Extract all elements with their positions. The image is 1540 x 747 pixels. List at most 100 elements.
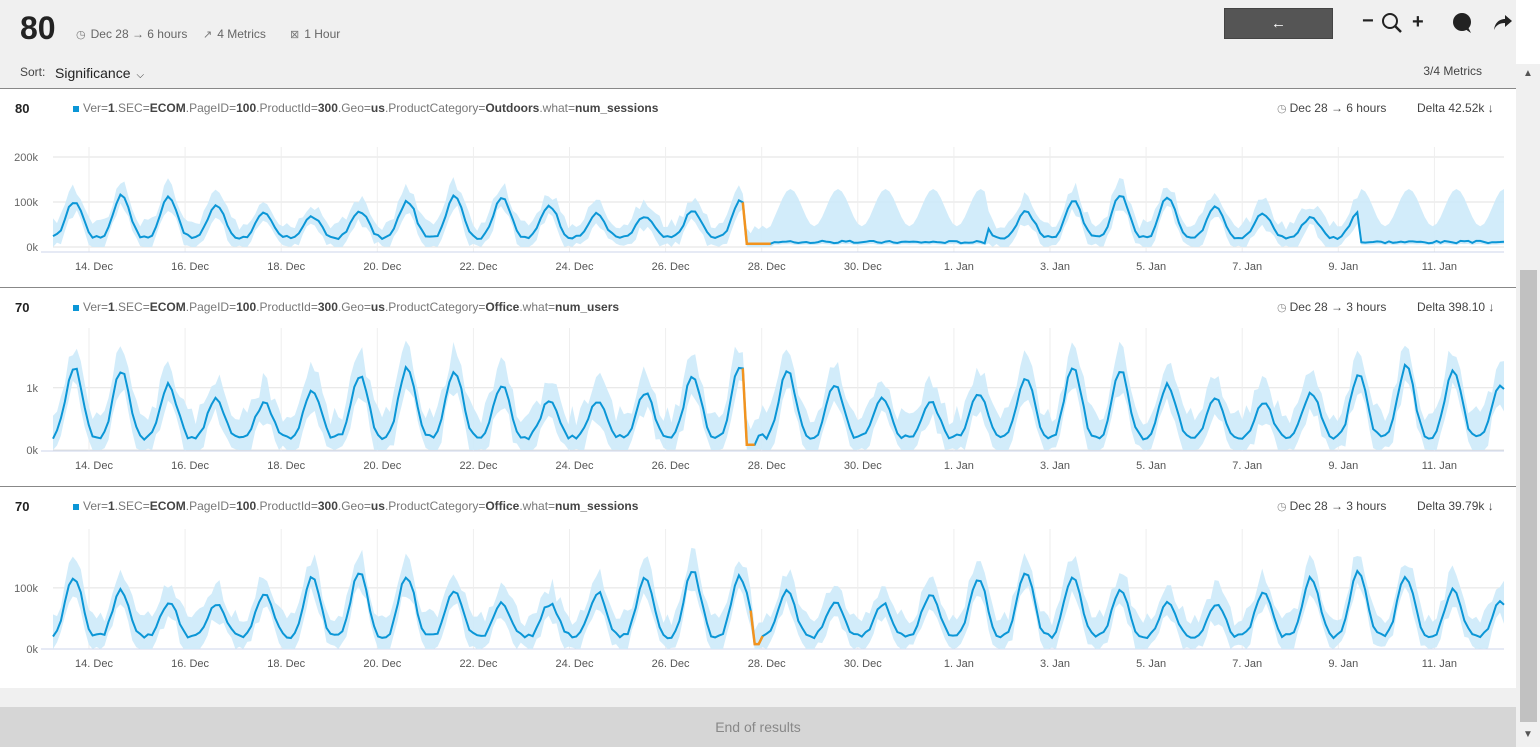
legend-key: .SEC=	[114, 300, 150, 314]
clock-icon: ◷	[1277, 103, 1287, 115]
legend-value: Office	[485, 499, 520, 513]
delta-value: Delta 42.52k ↓	[1417, 101, 1494, 115]
share-icon[interactable]	[1491, 12, 1513, 40]
y-tick-label: 0k	[26, 242, 38, 254]
x-tick-label: 22. Dec	[459, 460, 497, 472]
x-tick-label: 28. Dec	[748, 261, 786, 273]
chart-area[interactable]: 1k 0k 14. Dec 16. Dec 18. Dec 20. Dec 22. Dec 2…	[0, 288, 1516, 486]
overall-score: 80	[20, 10, 56, 46]
legend-value: num_sessions	[555, 499, 639, 513]
series-line	[52, 569, 1505, 646]
sort-dropdown[interactable]: Significance ⌵	[55, 65, 144, 81]
legend-key: .Geo=	[337, 300, 371, 314]
time-range-text: Dec 28 → 3 hours	[1289, 499, 1387, 513]
x-tick-label: 7. Jan	[1232, 460, 1262, 472]
x-tick-label: 24. Dec	[556, 658, 594, 670]
legend-value: 300	[317, 300, 338, 314]
x-tick-label: 26. Dec	[652, 460, 690, 472]
metric-panel-2[interactable]: 70 Ver=1.SEC=ECOM.PageID=100.ProductId=30…	[0, 287, 1516, 487]
y-tick-label: 1k	[26, 383, 38, 395]
x-tick-label: 14. Dec	[75, 261, 113, 273]
chevron-down-icon: ⌵	[136, 70, 145, 81]
confidence-band	[53, 177, 1504, 247]
back-button[interactable]: ←	[1224, 8, 1333, 39]
panel-time-range: ◷ Dec 28 → 3 hours	[1277, 300, 1386, 314]
legend-key: .ProductCategory=	[384, 101, 486, 115]
x-tick-label: 3. Jan	[1040, 460, 1070, 472]
series-line	[52, 362, 1505, 446]
legend-value: ECOM	[149, 499, 186, 513]
x-tick-label: 9. Jan	[1328, 460, 1358, 472]
y-tick-label: 0k	[26, 644, 38, 656]
legend-key: .what=	[519, 300, 556, 314]
x-tick-label: 28. Dec	[748, 658, 786, 670]
time-range-text: Dec 28 → 3 hours	[1289, 300, 1387, 314]
clock-icon: ◷	[1277, 501, 1287, 513]
comment-icon[interactable]	[1450, 12, 1474, 40]
x-tick-label: 20. Dec	[363, 460, 401, 472]
x-tick-label: 22. Dec	[459, 261, 497, 273]
results-gap	[0, 688, 1516, 707]
resolution-text: 1 Hour	[304, 27, 341, 41]
series-swatch	[73, 304, 79, 311]
y-tick-label: 100k	[14, 583, 38, 595]
trend-icon: ↗	[203, 28, 213, 41]
chart-area[interactable]: 100k 0k 14. Dec 16. Dec 18. Dec 20. Dec 22. De…	[0, 487, 1516, 685]
scroll-up-arrow-icon[interactable]: ▲	[1523, 68, 1533, 79]
chart-area[interactable]: 200k 100k 0k 14. Dec 16. Dec 18. Dec 20. Dec 22…	[0, 89, 1516, 287]
series-swatch	[73, 503, 79, 510]
metric-count: 3/4 Metrics	[1423, 64, 1482, 78]
x-tick-label: 11. Jan	[1422, 460, 1457, 472]
zoom-out-button[interactable]: −	[1362, 10, 1374, 32]
metrics-meta: ↗ 4 Metrics	[203, 27, 266, 41]
scrollbar-thumb[interactable]	[1520, 270, 1537, 722]
sort-value: Significance	[55, 65, 131, 81]
anomaly-segment	[741, 202, 771, 245]
legend-value: us	[370, 101, 385, 115]
x-tick-label: 16. Dec	[171, 261, 209, 273]
legend-value: us	[370, 499, 385, 513]
legend-value: Office	[485, 300, 520, 314]
search-icon[interactable]	[1381, 12, 1403, 40]
y-tick-label: 0k	[26, 445, 38, 457]
legend-value: 1	[108, 499, 115, 513]
x-tick-label: 26. Dec	[652, 658, 690, 670]
legend-key: .what=	[519, 499, 556, 513]
series-line	[52, 193, 1505, 245]
resolution-icon: ⊠	[290, 28, 300, 41]
legend-key: .ProductId=	[256, 101, 318, 115]
legend-key: .ProductCategory=	[384, 300, 486, 314]
time-range-text: Dec 28 → 6 hours	[90, 27, 188, 41]
legend-key: .what=	[539, 101, 576, 115]
x-tick-label: 22. Dec	[459, 658, 497, 670]
x-tick-label: 14. Dec	[75, 658, 113, 670]
x-tick-label: 11. Jan	[1422, 261, 1457, 273]
scroll-down-arrow-icon[interactable]: ▼	[1523, 729, 1533, 740]
x-tick-label: 24. Dec	[556, 261, 594, 273]
legend-key: .ProductCategory=	[384, 499, 486, 513]
legend-key: .PageID=	[185, 101, 237, 115]
legend-value: 100	[236, 499, 257, 513]
x-tick-label: 24. Dec	[556, 460, 594, 472]
x-tick-label: 11. Jan	[1422, 658, 1457, 670]
time-range-meta: ◷ Dec 28 → 6 hours	[76, 27, 187, 41]
panel-score: 80	[15, 101, 30, 116]
x-tick-label: 20. Dec	[363, 261, 401, 273]
confidence-band	[53, 340, 1504, 450]
metric-panel-1[interactable]: 80 Ver=1.SEC=ECOM.PageID=100.ProductId=30…	[0, 88, 1516, 288]
x-tick-label: 1. Jan	[944, 658, 974, 670]
confidence-band	[53, 547, 1504, 649]
metric-panel-3[interactable]: 70 Ver=1.SEC=ECOM.PageID=100.ProductId=30…	[0, 486, 1516, 688]
time-range-text: Dec 28 → 6 hours	[1289, 101, 1387, 115]
x-tick-label: 5. Jan	[1136, 261, 1166, 273]
x-tick-label: 3. Jan	[1040, 261, 1070, 273]
panel-time-range: ◷ Dec 28 → 3 hours	[1277, 499, 1386, 513]
zoom-in-button[interactable]: +	[1412, 11, 1424, 33]
legend-key: .PageID=	[185, 499, 237, 513]
anomaly-segment	[749, 610, 764, 646]
legend-value: 100	[236, 101, 257, 115]
series-swatch	[73, 105, 79, 112]
x-tick-label: 18. Dec	[267, 261, 305, 273]
legend-value: num_sessions	[575, 101, 659, 115]
x-tick-label: 30. Dec	[844, 460, 882, 472]
